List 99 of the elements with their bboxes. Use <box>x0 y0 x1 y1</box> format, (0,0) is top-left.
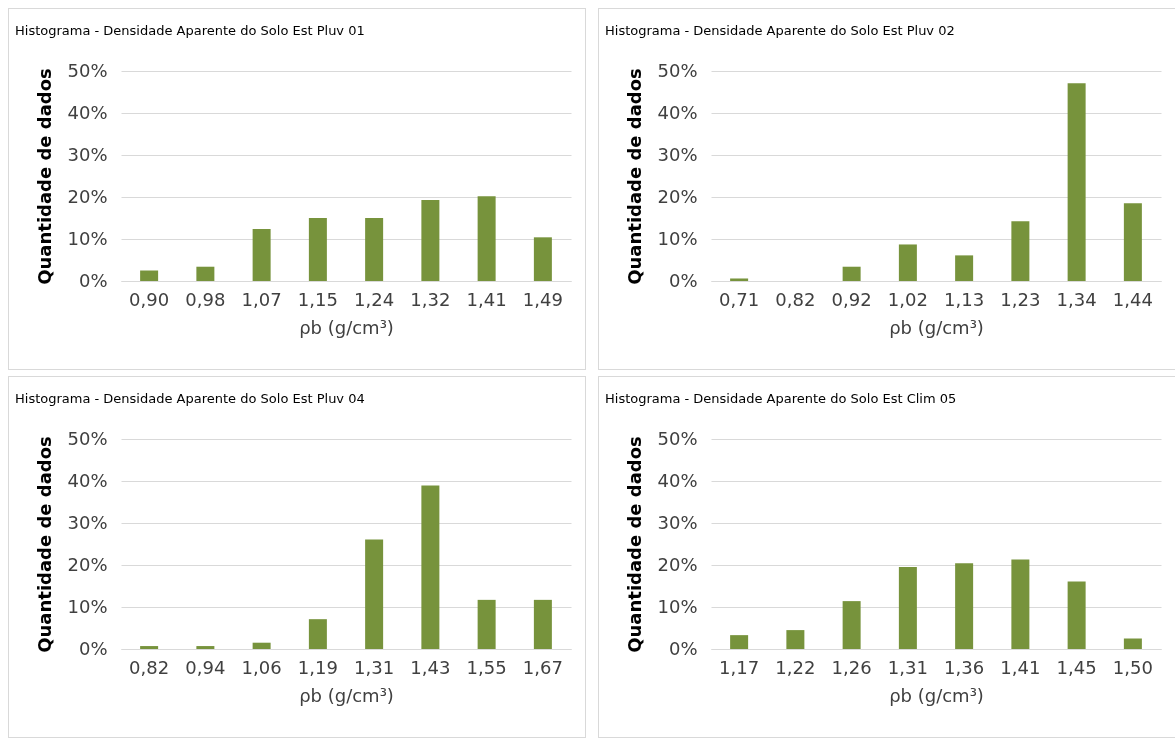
x-tick-label: 1,55 <box>466 656 507 678</box>
x-tick-label: 1,13 <box>944 288 985 310</box>
bar <box>730 278 749 281</box>
y-axis-title: Quantidade de dados <box>624 436 646 653</box>
bar <box>842 266 861 281</box>
x-axis-title: ρb (g/cm³) <box>889 316 984 338</box>
bar <box>140 646 159 649</box>
y-tick-label: 50% <box>657 59 698 81</box>
y-tick-label: 40% <box>67 101 108 123</box>
bar <box>477 599 496 649</box>
x-axis-title: ρb (g/cm³) <box>889 684 984 706</box>
chart-title: Histograma - Densidade Aparente do Solo Est Clim 05 <box>604 391 957 406</box>
x-tick-label: 1,43 <box>410 656 451 678</box>
x-tick-label: 1,07 <box>241 288 282 310</box>
x-tick-label: 1,15 <box>297 288 338 310</box>
x-tick-label: 1,31 <box>354 656 395 678</box>
bar <box>898 567 917 649</box>
bar <box>1067 83 1086 281</box>
chart-title: Histograma - Densidade Aparente do Solo Est Pluv 04 <box>14 391 365 406</box>
x-tick-label: 1,02 <box>887 288 928 310</box>
x-tick-label: 1,06 <box>241 656 282 678</box>
y-tick-label: 20% <box>657 553 698 575</box>
x-tick-label: 1,44 <box>1112 288 1153 310</box>
y-tick-label: 20% <box>657 185 698 207</box>
x-tick-label: 1,19 <box>297 656 338 678</box>
x-tick-label: 1,32 <box>410 288 451 310</box>
bar <box>196 266 215 281</box>
bar <box>252 228 271 281</box>
y-tick-label: 50% <box>657 427 698 449</box>
x-tick-label: 1,23 <box>1000 288 1041 310</box>
y-tick-label: 20% <box>67 185 108 207</box>
y-tick-label: 20% <box>67 553 108 575</box>
bar <box>786 630 805 649</box>
y-tick-label: 10% <box>657 595 698 617</box>
bar <box>898 244 917 281</box>
bar <box>533 237 552 281</box>
x-tick-label: 1,24 <box>354 288 395 310</box>
bar <box>365 218 384 281</box>
x-tick-label: 1,67 <box>522 656 563 678</box>
x-tick-label: 1,34 <box>1056 288 1097 310</box>
bar <box>1011 221 1030 281</box>
x-tick-label: 1,49 <box>522 288 563 310</box>
bar <box>421 485 440 649</box>
bar <box>1123 638 1142 649</box>
x-tick-label: 1,41 <box>466 288 507 310</box>
y-tick-label: 40% <box>67 469 108 491</box>
y-axis-title: Quantidade de dados <box>34 68 56 285</box>
x-tick-label: 1,41 <box>1000 656 1041 678</box>
x-tick-label: 0,94 <box>185 656 226 678</box>
bar <box>365 539 384 649</box>
bar <box>1123 203 1142 281</box>
x-tick-label: 1,45 <box>1056 656 1097 678</box>
bar <box>955 563 974 649</box>
y-tick-label: 40% <box>657 101 698 123</box>
x-tick-label: 0,82 <box>775 288 816 310</box>
x-axis-title: ρb (g/cm³) <box>299 316 394 338</box>
x-tick-label: 1,26 <box>831 656 872 678</box>
x-tick-label: 1,36 <box>944 656 985 678</box>
y-tick-label: 0% <box>668 637 698 659</box>
bar <box>533 599 552 649</box>
y-tick-label: 30% <box>67 143 108 165</box>
bar <box>1067 581 1086 649</box>
chart-title: Histograma - Densidade Aparente do Solo Est Pluv 02 <box>604 23 955 38</box>
chart-title: Histograma - Densidade Aparente do Solo Est Pluv 01 <box>14 23 365 38</box>
bar <box>196 646 215 649</box>
y-tick-label: 10% <box>67 595 108 617</box>
y-tick-label: 0% <box>668 269 698 291</box>
y-tick-label: 30% <box>67 511 108 533</box>
bar <box>842 601 861 649</box>
bar <box>308 218 327 281</box>
bar <box>730 635 749 649</box>
y-tick-label: 50% <box>67 427 108 449</box>
y-axis-title: Quantidade de dados <box>624 68 646 285</box>
bar <box>1011 559 1030 649</box>
x-tick-label: 1,31 <box>887 656 928 678</box>
bar <box>140 270 159 281</box>
x-axis-title: ρb (g/cm³) <box>299 684 394 706</box>
bar <box>955 255 974 281</box>
bar <box>421 199 440 281</box>
bar <box>252 642 271 649</box>
y-tick-label: 30% <box>657 511 698 533</box>
x-tick-label: 0,92 <box>831 288 872 310</box>
y-axis-title: Quantidade de dados <box>34 436 56 653</box>
bar <box>308 619 327 649</box>
x-tick-label: 1,22 <box>775 656 816 678</box>
y-tick-label: 40% <box>657 469 698 491</box>
y-tick-label: 50% <box>67 59 108 81</box>
x-tick-label: 0,98 <box>185 288 226 310</box>
y-tick-label: 0% <box>78 269 108 291</box>
y-tick-label: 10% <box>67 227 108 249</box>
x-tick-label: 1,17 <box>719 656 760 678</box>
x-tick-label: 0,90 <box>129 288 170 310</box>
y-tick-label: 0% <box>78 637 108 659</box>
x-tick-label: 0,71 <box>719 288 760 310</box>
x-tick-label: 1,50 <box>1112 656 1153 678</box>
x-tick-label: 0,82 <box>129 656 170 678</box>
bar <box>477 196 496 281</box>
y-tick-label: 10% <box>657 227 698 249</box>
y-tick-label: 30% <box>657 143 698 165</box>
